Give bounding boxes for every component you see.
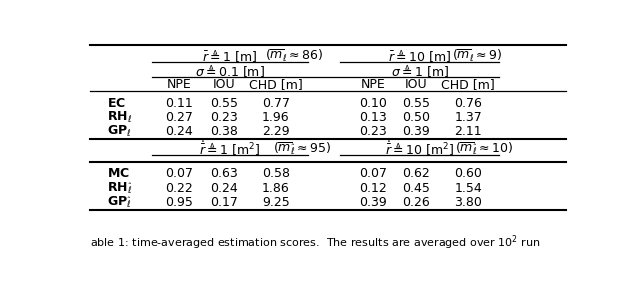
Text: $\sigma \triangleq 1$ [m]: $\sigma \triangleq 1$ [m] xyxy=(391,62,449,79)
Text: 2.11: 2.11 xyxy=(454,125,482,138)
Text: able 1: time-averaged estimation scores.  The results are averaged over $10^2$ r: able 1: time-averaged estimation scores.… xyxy=(90,233,540,252)
Text: $\mathring{\bar{r}} \triangleq 10$ [m$^2$]: $\mathring{\bar{r}} \triangleq 10$ [m$^2… xyxy=(385,139,454,158)
Text: 0.39: 0.39 xyxy=(359,196,387,209)
Text: $\sigma \triangleq 0.1$ [m]: $\sigma \triangleq 0.1$ [m] xyxy=(195,62,265,79)
Text: $\mathbf{MC}$: $\mathbf{MC}$ xyxy=(108,167,130,181)
Text: 0.26: 0.26 xyxy=(403,196,430,209)
Text: 0.24: 0.24 xyxy=(210,182,237,195)
Text: 0.07: 0.07 xyxy=(165,167,193,181)
Text: IOU: IOU xyxy=(212,78,235,91)
Text: 0.63: 0.63 xyxy=(210,167,237,181)
Text: $\mathbf{EC}$: $\mathbf{EC}$ xyxy=(108,97,126,110)
Text: 0.50: 0.50 xyxy=(403,111,430,124)
Text: NPE: NPE xyxy=(360,78,385,91)
Text: 0.22: 0.22 xyxy=(165,182,193,195)
Text: 0.38: 0.38 xyxy=(210,125,238,138)
Text: 0.58: 0.58 xyxy=(262,167,290,181)
Text: 0.07: 0.07 xyxy=(358,167,387,181)
Text: $(\overline{m}_{\hat{\ell}} \approx 10)$: $(\overline{m}_{\hat{\ell}} \approx 10)$ xyxy=(455,140,513,157)
Text: IOU: IOU xyxy=(405,78,428,91)
Text: 0.45: 0.45 xyxy=(403,182,430,195)
Text: 2.29: 2.29 xyxy=(262,125,290,138)
Text: 0.12: 0.12 xyxy=(359,182,387,195)
Text: NPE: NPE xyxy=(167,78,191,91)
Text: 0.11: 0.11 xyxy=(165,97,193,110)
Text: 0.55: 0.55 xyxy=(210,97,238,110)
Text: 0.39: 0.39 xyxy=(403,125,430,138)
Text: $\bar{r} \triangleq 1$ [m]: $\bar{r} \triangleq 1$ [m] xyxy=(202,47,258,64)
Text: 0.55: 0.55 xyxy=(403,97,430,110)
Text: CHD [m]: CHD [m] xyxy=(442,78,495,91)
Text: $\mathring{\bar{r}} \triangleq 1$ [m$^2$]: $\mathring{\bar{r}} \triangleq 1$ [m$^2$… xyxy=(200,139,260,158)
Text: 0.23: 0.23 xyxy=(210,111,237,124)
Text: 0.23: 0.23 xyxy=(359,125,387,138)
Text: $\mathbf{GP}_{\ell}$: $\mathbf{GP}_{\ell}$ xyxy=(108,124,132,139)
Text: 0.10: 0.10 xyxy=(358,97,387,110)
Text: 1.54: 1.54 xyxy=(454,182,483,195)
Text: $\mathbf{GP}_{\hat{\ell}}$: $\mathbf{GP}_{\hat{\ell}}$ xyxy=(108,195,132,210)
Text: 0.76: 0.76 xyxy=(454,97,483,110)
Text: 9.25: 9.25 xyxy=(262,196,290,209)
Text: 1.37: 1.37 xyxy=(454,111,483,124)
Text: 3.80: 3.80 xyxy=(454,196,483,209)
Text: 0.60: 0.60 xyxy=(454,167,483,181)
Text: $\mathbf{RH}_{\hat{\ell}}$: $\mathbf{RH}_{\hat{\ell}}$ xyxy=(108,181,133,196)
Text: 0.13: 0.13 xyxy=(359,111,387,124)
Text: $(\overline{m}_\ell \approx 9)$: $(\overline{m}_\ell \approx 9)$ xyxy=(452,48,502,64)
Text: 0.24: 0.24 xyxy=(165,125,193,138)
Text: $(\overline{m}_\ell \approx 86)$: $(\overline{m}_\ell \approx 86)$ xyxy=(266,48,324,64)
Text: 1.96: 1.96 xyxy=(262,111,290,124)
Text: 1.86: 1.86 xyxy=(262,182,290,195)
Text: $\bar{r} \triangleq 10$ [m]: $\bar{r} \triangleq 10$ [m] xyxy=(388,47,451,64)
Text: 0.27: 0.27 xyxy=(165,111,193,124)
Text: 0.95: 0.95 xyxy=(165,196,193,209)
Text: CHD [m]: CHD [m] xyxy=(249,78,303,91)
Text: $\mathbf{RH}_{\ell}$: $\mathbf{RH}_{\ell}$ xyxy=(108,110,132,125)
Text: 0.62: 0.62 xyxy=(403,167,430,181)
Text: $(\overline{m}_{\hat{\ell}} \approx 95)$: $(\overline{m}_{\hat{\ell}} \approx 95)$ xyxy=(273,140,331,157)
Text: 0.77: 0.77 xyxy=(262,97,290,110)
Text: 0.17: 0.17 xyxy=(210,196,238,209)
